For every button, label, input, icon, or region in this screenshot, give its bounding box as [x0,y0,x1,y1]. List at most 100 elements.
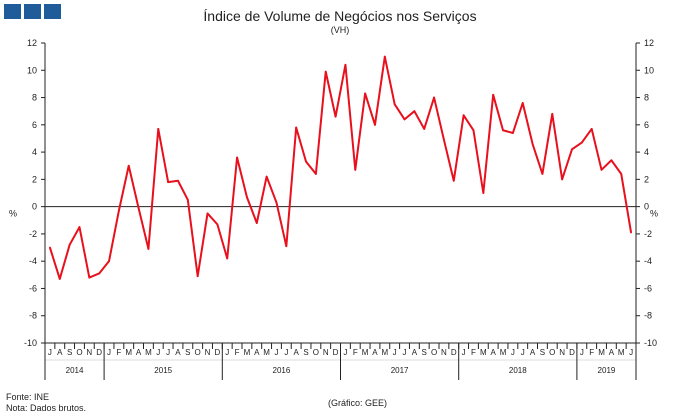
data-point [137,207,140,209]
x-year-label: 2014 [66,366,84,375]
data-point [383,55,386,58]
x-month-label: J [393,348,397,357]
data-point [226,257,229,260]
data-point [452,179,455,182]
data-point [275,201,278,204]
data-point [305,160,307,163]
data-point [78,226,81,228]
y-tick-label-right: -10 [644,338,657,348]
x-month-label: S [185,348,190,357]
data-point [443,138,445,141]
x-month-label: M [618,348,625,357]
data-point [88,276,91,279]
x-month-label: J [511,348,515,357]
y-tick-label-left: 2 [32,174,37,184]
x-month-label: N [441,348,447,357]
data-point [167,181,170,183]
x-month-label: O [195,348,201,357]
data-point [580,141,583,144]
x-month-label: M [263,348,270,357]
y-tick-label-left: 6 [32,120,37,130]
y-tick-label-right: 12 [644,38,654,48]
x-month-label: S [303,348,308,357]
x-month-label: A [412,348,418,357]
x-month-label: J [48,348,52,357]
x-month-label: M [145,348,152,357]
x-year-label: 2016 [273,366,291,375]
data-point [511,132,514,134]
x-month-label: J [521,348,525,357]
data-point [610,159,613,162]
data-point [127,164,130,167]
y-tick-label-right: 2 [644,174,649,184]
data-point [531,143,534,145]
x-year-label: 2015 [154,366,172,375]
x-month-label: D [96,348,102,357]
y-tick-label-left: 0 [32,202,37,212]
data-point [117,209,120,212]
x-month-label: M [125,348,132,357]
x-month-label: M [480,348,487,357]
x-month-label: M [598,348,605,357]
x-month-label: F [353,348,358,357]
y-tick-label-right: 6 [644,120,649,130]
x-month-label: A [530,348,536,357]
x-month-label: S [422,348,427,357]
y-tick-label-right: 8 [644,93,649,103]
source-note: Fonte: INE [6,392,50,402]
data-point [590,128,593,130]
x-month-label: J [403,348,407,357]
x-month-label: D [333,348,339,357]
x-month-label: D [214,348,220,357]
y-tick-label-left: -2 [29,229,37,239]
x-month-label: J [166,348,170,357]
data-point [216,223,219,226]
y-tick-label-left: 10 [27,65,37,75]
data-point [314,173,317,175]
y-tick-label-right: -8 [644,311,652,321]
data-point [393,103,396,106]
data-point [541,173,544,175]
data-point [620,173,623,175]
x-month-label: N [323,348,329,357]
x-month-label: M [362,348,369,357]
data-point [285,245,288,248]
chart-title: Índice de Volume de Negócios nos Serviço… [203,8,477,24]
x-month-label: N [559,348,565,357]
x-month-label: N [205,348,211,357]
x-month-label: A [57,348,63,357]
x-month-label: F [116,348,121,357]
x-month-label: M [244,348,251,357]
data-point [108,260,110,263]
data-point [403,118,406,121]
x-month-label: F [471,348,476,357]
x-year-label: 2018 [509,366,527,375]
data-note: Nota: Dados brutos. [6,403,87,413]
data-point [186,198,189,201]
y-tick-label-right: -4 [644,256,652,266]
x-month-label: J [225,348,229,357]
x-year-label: 2019 [598,366,616,375]
x-month-label: A [491,348,497,357]
data-point [413,110,416,113]
x-month-label: J [343,348,347,357]
x-month-label: J [274,348,278,357]
x-month-label: D [569,348,575,357]
y-tick-label-left: -10 [24,338,37,348]
y-tick-label-left: 4 [32,147,37,157]
x-month-label: J [107,348,111,357]
logo [4,4,61,19]
data-point [255,222,258,224]
y-tick-label-right: -6 [644,283,652,293]
data-point [177,179,179,182]
x-month-label: F [235,348,240,357]
logo-block [4,4,21,19]
y-tick-label-right: 4 [644,147,649,157]
y-tick-label-left: -6 [29,283,37,293]
x-month-label: M [500,348,507,357]
chart-credit: (Gráfico: GEE) [328,398,388,408]
x-month-label: S [67,348,72,357]
data-point [265,175,268,178]
x-year-label: 2017 [391,366,409,375]
series-line [48,55,633,280]
